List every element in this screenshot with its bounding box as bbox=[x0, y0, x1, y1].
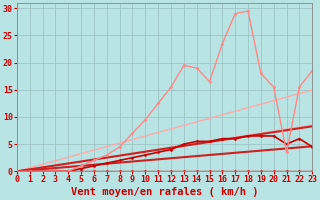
X-axis label: Vent moyen/en rafales ( km/h ): Vent moyen/en rafales ( km/h ) bbox=[71, 187, 258, 197]
